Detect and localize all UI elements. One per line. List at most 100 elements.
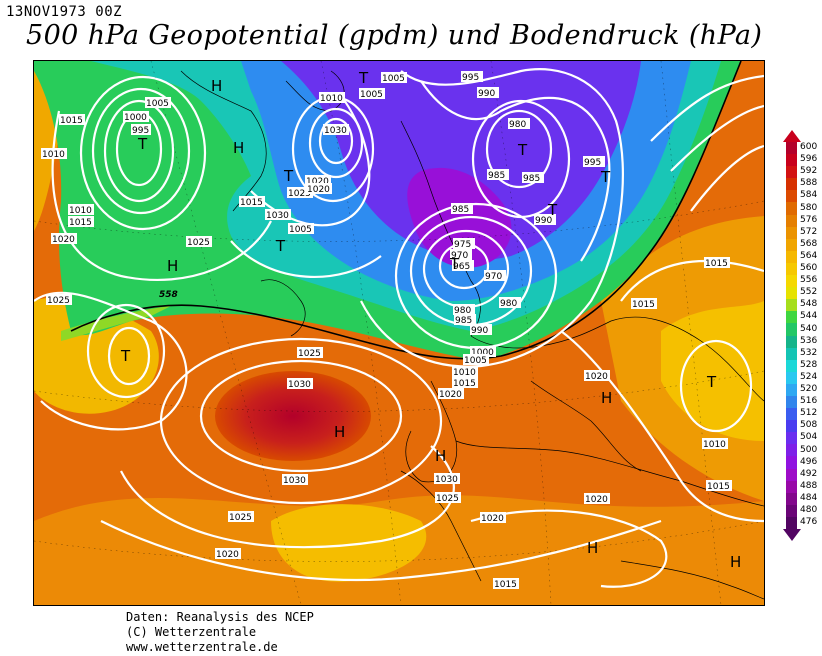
graticule [34, 61, 764, 605]
isobar-label: 1020 [480, 512, 506, 524]
system-marker: T [517, 141, 528, 159]
legend-tick-label: 516 [800, 396, 818, 407]
legend-tick-label: 512 [800, 408, 818, 419]
isobar-label: 965 [452, 260, 474, 272]
yellow-ridge-east [661, 301, 764, 441]
system-marker: H [211, 77, 222, 95]
isobar-label: 1025 [287, 187, 313, 199]
legend-swatch [786, 383, 797, 396]
legend-swatch [786, 408, 797, 421]
legend-tick-label: 528 [800, 359, 818, 370]
svg-text:1000: 1000 [471, 348, 494, 358]
isobar-label: 970 [484, 270, 506, 282]
high-core [215, 371, 371, 461]
legend-tick-label: 492 [800, 468, 818, 479]
svg-text:990: 990 [478, 89, 495, 99]
legend-tick-label: 592 [800, 166, 818, 177]
system-marker: T [120, 347, 131, 365]
isobar-label: 1005 [145, 97, 171, 109]
system-marker: H [334, 423, 345, 441]
svg-text:985: 985 [523, 174, 540, 184]
cold-rim [61, 306, 171, 341]
legend-swatch [786, 359, 797, 372]
isobar-label: 1010 [41, 148, 67, 160]
legend-swatch [786, 190, 797, 203]
svg-text:980: 980 [509, 120, 526, 130]
svg-text:990: 990 [535, 216, 552, 226]
legend-swatch [786, 226, 797, 239]
legend-bar [786, 142, 797, 529]
svg-text:995: 995 [132, 126, 149, 136]
system-marker: T [358, 69, 369, 87]
svg-text:980: 980 [500, 299, 517, 309]
isobar-label: 1005 [288, 223, 314, 235]
isobar-label: 1005 [463, 354, 489, 366]
legend-tick-label: 500 [800, 444, 818, 455]
legend-tick-label: 564 [800, 250, 818, 261]
pressure-systems: H H T H T T T T T T T T H H H T H H [120, 69, 741, 571]
isobar-label: 1030 [434, 473, 460, 485]
legend-tick-label: 556 [800, 275, 818, 286]
legend-swatch [786, 250, 797, 263]
system-marker: T [137, 135, 148, 153]
isobars [34, 68, 764, 588]
isobar-label: 980 [499, 297, 521, 309]
svg-text:1020: 1020 [52, 235, 75, 245]
svg-text:990: 990 [471, 326, 488, 336]
legend-tick-label: 552 [800, 287, 818, 298]
legend-tick-label: 584 [800, 190, 818, 201]
legend-swatch [786, 492, 797, 505]
isobar-label: 990 [470, 324, 492, 336]
legend-tick-label: 544 [800, 311, 818, 322]
svg-text:1030: 1030 [435, 475, 458, 485]
legend-swatch [786, 395, 797, 409]
svg-text:1025: 1025 [436, 494, 459, 504]
isobar-label: 1015 [704, 257, 730, 269]
svg-text:1015: 1015 [453, 379, 476, 389]
isobar-label: 995 [461, 71, 483, 83]
svg-text:1015: 1015 [707, 482, 730, 492]
credits-website: www.wetterzentrale.de [126, 640, 278, 654]
svg-text:1010: 1010 [42, 150, 65, 160]
svg-text:985: 985 [452, 205, 469, 215]
legend-tick-label: 588 [800, 178, 818, 189]
isobar-label: 995 [131, 124, 151, 136]
svg-text:1020: 1020 [585, 495, 608, 505]
legend-tick-label: 540 [800, 323, 818, 334]
legend-tick-label: 580 [800, 202, 818, 213]
svg-text:1015: 1015 [240, 198, 263, 208]
svg-text:985: 985 [455, 316, 472, 326]
weather-map: 1005 1000 995 1015 1010 1010 1015 1020 1… [33, 60, 765, 606]
svg-text:1020: 1020 [439, 390, 462, 400]
svg-text:1020: 1020 [216, 550, 239, 560]
svg-text:975: 975 [454, 240, 471, 250]
svg-text:985: 985 [488, 171, 505, 181]
legend-tick-label: 568 [800, 238, 818, 249]
legend-swatch [786, 154, 797, 167]
isobar-label: 1020 [584, 493, 610, 505]
system-marker: H [587, 539, 598, 557]
isobar-label: 1025 [186, 236, 212, 248]
legend-tick-label: 488 [800, 480, 818, 491]
isobar-label: 985 [451, 203, 473, 215]
legend-tick-label: 576 [800, 214, 818, 225]
isobar-label: 1020 [51, 233, 77, 245]
legend-swatch [786, 214, 797, 227]
isobar-label: 1030 [323, 124, 349, 136]
legend-swatch [786, 311, 797, 324]
isobar-label: 1020 [215, 548, 241, 560]
legend-tick-label: 532 [800, 347, 818, 358]
isobar-label: 1005 [359, 88, 385, 100]
svg-text:1020: 1020 [585, 372, 608, 382]
svg-text:1005: 1005 [289, 225, 312, 235]
legend-swatch [786, 275, 797, 288]
credits-copyright: (C) Wetterzentrale [126, 625, 257, 639]
isobar-label: 1030 [287, 378, 313, 390]
cold-pool-violet [281, 61, 641, 260]
isobar-labels: 1005 1000 995 1015 1010 1010 1015 1020 1… [41, 71, 732, 590]
svg-text:1025: 1025 [229, 513, 252, 523]
legend-swatch [786, 299, 797, 312]
isobar-label: 1000 [470, 346, 496, 358]
svg-text:1005: 1005 [464, 356, 487, 366]
isobar-label: 980 [508, 118, 530, 130]
